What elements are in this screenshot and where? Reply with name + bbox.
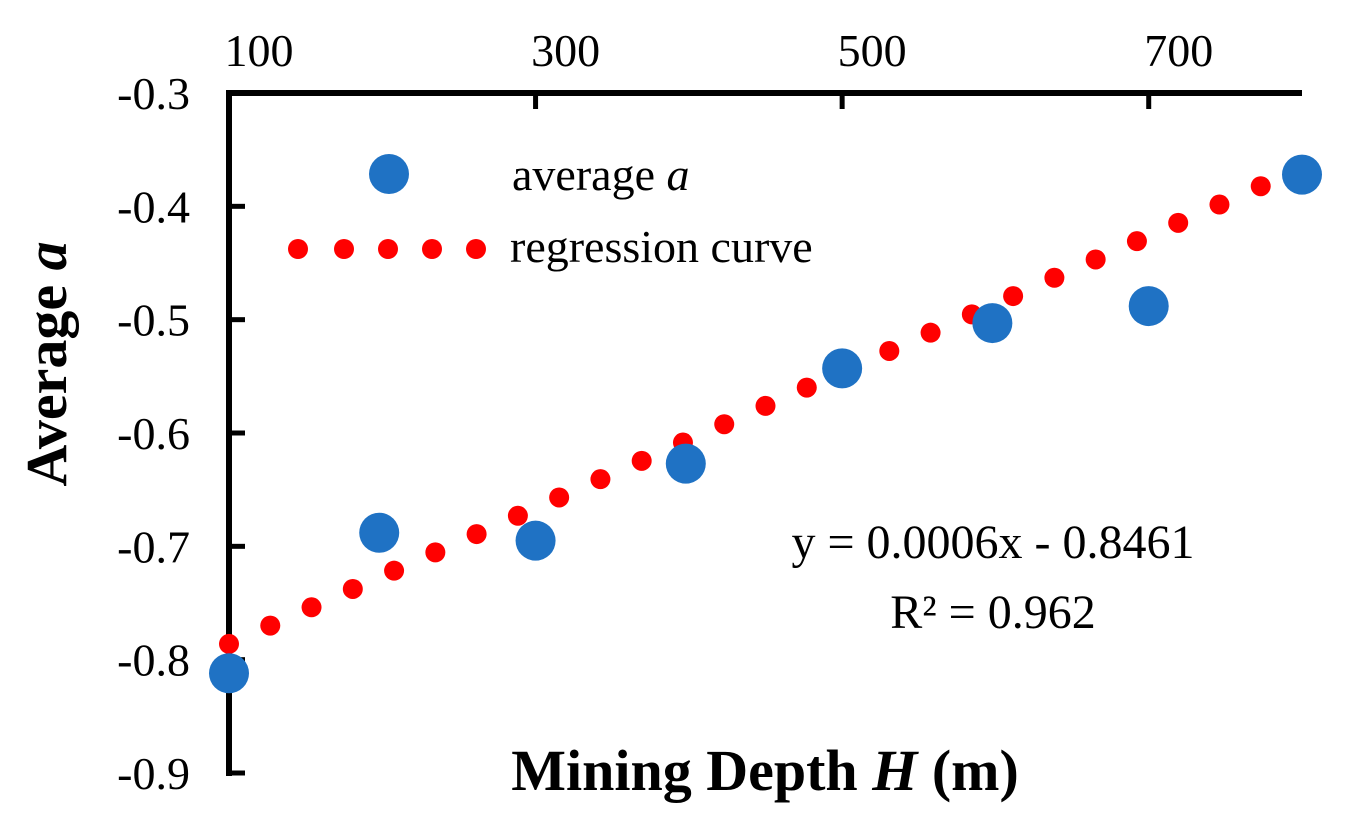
x-tick-label: 300 xyxy=(531,25,600,76)
regression-dot xyxy=(1168,212,1189,233)
regression-dot xyxy=(920,322,941,343)
regression-dot xyxy=(425,542,446,563)
data-point xyxy=(359,512,400,553)
regression-dot xyxy=(1126,231,1147,252)
regression-dot xyxy=(342,578,363,599)
regression-dot xyxy=(796,377,817,398)
regression-dot xyxy=(466,524,487,545)
legend-regression-dot xyxy=(334,239,354,259)
regression-dot xyxy=(301,597,322,618)
y-tick-label: -0.7 xyxy=(117,521,190,572)
regression-equation: y = 0.0006x - 0.8461 xyxy=(791,516,1194,569)
y-tick-label: -0.6 xyxy=(117,408,190,459)
regression-dot xyxy=(384,560,405,581)
data-point xyxy=(1282,154,1322,195)
regression-dot xyxy=(755,395,776,416)
regression-dot xyxy=(219,633,239,654)
x-axis-title-label: Mining Depth xyxy=(511,738,857,803)
regression-dot xyxy=(1085,249,1106,270)
legend-regression-dot xyxy=(378,239,398,259)
legend-label-average-a: average a xyxy=(512,149,690,200)
regression-dot xyxy=(590,469,611,490)
regression-dot xyxy=(1209,194,1230,215)
legend-average-text: average xyxy=(512,149,655,200)
y-tick-label: -0.8 xyxy=(117,635,190,686)
y-tick-label: -0.9 xyxy=(117,748,190,799)
x-axis-title: Mining Depth H (m) xyxy=(511,738,1019,803)
regression-dot xyxy=(631,450,652,471)
legend-regression-dot xyxy=(288,239,308,259)
x-axis-ticks: 100 300 500 700 xyxy=(225,25,1213,109)
legend: average a regression curve xyxy=(288,149,813,272)
regression-dot xyxy=(1044,267,1065,288)
legend-average-var: a xyxy=(667,149,690,200)
legend-regression-dot xyxy=(466,239,486,259)
regression-dot xyxy=(507,505,528,526)
data-point xyxy=(515,520,556,561)
regression-dot xyxy=(714,414,735,435)
y-axis-title-label: Average xyxy=(14,285,79,487)
y-tick-label: -0.5 xyxy=(117,295,190,346)
data-point xyxy=(822,348,863,389)
regression-dot xyxy=(1250,176,1271,197)
x-tick-label: 700 xyxy=(1144,25,1213,76)
regression-dot xyxy=(879,340,900,361)
data-point xyxy=(209,653,249,694)
legend-marker-average-a xyxy=(369,154,409,194)
average-a-series xyxy=(209,154,1322,694)
y-tick-label: -0.3 xyxy=(117,68,190,119)
regression-dot xyxy=(1003,286,1024,307)
legend-marker-regression xyxy=(288,239,486,259)
x-axis-title-unit: (m) xyxy=(932,738,1019,803)
legend-label-regression: regression curve xyxy=(510,221,813,272)
regression-dot xyxy=(260,615,281,636)
data-point xyxy=(665,443,706,484)
y-axis-title-var: a xyxy=(14,241,79,270)
data-point xyxy=(972,303,1013,344)
y-axis-title: Average a xyxy=(14,241,79,486)
r-squared-label: R² = 0.962 xyxy=(890,586,1095,639)
legend-regression-dot xyxy=(422,239,442,259)
x-axis-title-var: H xyxy=(871,738,919,803)
x-tick-label: 500 xyxy=(838,25,907,76)
x-tick-label: 100 xyxy=(225,25,294,76)
plot-area: -0.3 -0.4 -0.5 -0.6 -0.7 -0.8 -0.9 100 300 500 70… xyxy=(117,25,1322,799)
data-point xyxy=(1128,286,1169,327)
y-tick-label: -0.4 xyxy=(117,181,190,232)
regression-dot xyxy=(549,487,570,508)
